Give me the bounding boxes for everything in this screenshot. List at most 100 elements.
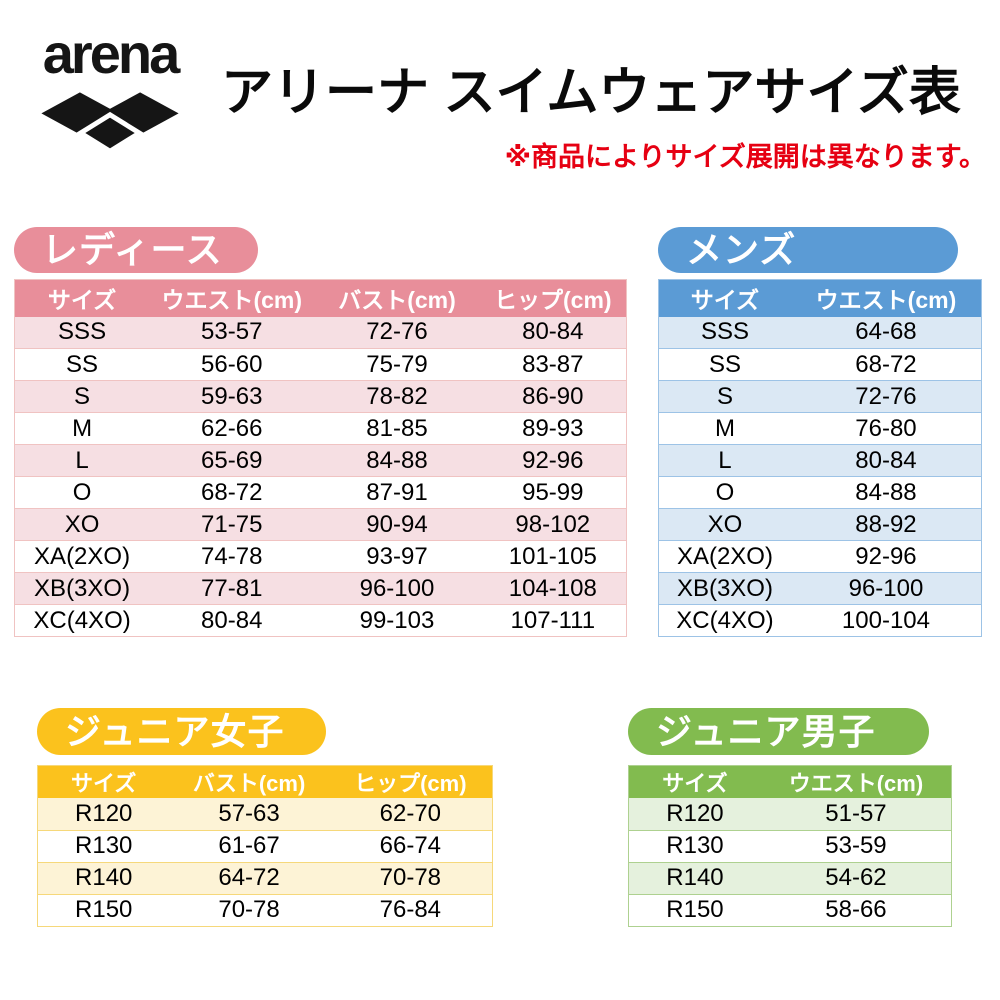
table-cell: 56-60 [149, 348, 315, 381]
table-cell: 88-92 [790, 508, 982, 541]
header-row: サイズ ウエスト(cm) [628, 765, 952, 798]
table-cell: 81-85 [314, 412, 480, 445]
table-cell: L [658, 444, 791, 477]
table-row: SS 56-60 75-79 83-87 [14, 348, 627, 381]
table-cell: 76-84 [328, 894, 493, 927]
table-cell: 96-100 [790, 572, 982, 605]
table-cell: R130 [37, 830, 170, 863]
ladies-badge: レディース [14, 227, 258, 273]
table-cell: SSS [658, 316, 791, 349]
mens-size-table: サイズ ウエスト(cm) SSS 64-68 SS 68-72 S 72-76 M 76-80 L… [658, 279, 982, 637]
column-header: ウエスト(cm) [149, 279, 315, 317]
section-mens: メンズ サイズ ウエスト(cm) SSS 64-68 SS 68-72 S 72-76 M 76… [658, 227, 982, 637]
table-cell: S [14, 380, 150, 413]
table-cell: 92-96 [479, 444, 627, 477]
table-cell: 61-67 [169, 830, 329, 863]
table-row: O 68-72 87-91 95-99 [14, 476, 627, 509]
table-cell: O [658, 476, 791, 509]
table-row: XO 88-92 [658, 508, 982, 541]
table-cell: 75-79 [314, 348, 480, 381]
table-cell: M [658, 412, 791, 445]
size-availability-note: ※商品によりサイズ展開は異なります。 [504, 142, 986, 172]
table-cell: XA(2XO) [14, 540, 150, 573]
column-header: サイズ [14, 279, 150, 317]
junior-girls-badge: ジュニア女子 [37, 708, 326, 755]
column-header: サイズ [628, 765, 761, 798]
table-cell: 57-63 [169, 798, 329, 831]
arena-logo: arena [26, 26, 194, 154]
table-row: SSS 64-68 [658, 316, 982, 349]
table-cell: 65-69 [149, 444, 315, 477]
column-header: ヒップ(cm) [479, 279, 627, 317]
table-row: S 72-76 [658, 380, 982, 413]
table-cell: O [14, 476, 150, 509]
table-row: XA(2XO) 74-78 93-97 101-105 [14, 540, 627, 573]
junior-boys-size-table: サイズ ウエスト(cm) R120 51-57 R130 53-59 R140 54-62 R… [628, 765, 952, 927]
table-row: L 80-84 [658, 444, 982, 477]
table-cell: 68-72 [149, 476, 315, 509]
table-cell: 53-57 [149, 316, 315, 349]
table-cell: 54-62 [760, 862, 952, 895]
table-cell: 80-84 [479, 316, 627, 349]
mens-badge: メンズ [658, 227, 958, 273]
table-cell: 84-88 [790, 476, 982, 509]
table-cell: S [658, 380, 791, 413]
column-header: バスト(cm) [169, 765, 329, 798]
table-row: R150 70-78 76-84 [37, 894, 493, 927]
table-cell: 93-97 [314, 540, 480, 573]
table-cell: 89-93 [479, 412, 627, 445]
ladies-size-table: サイズ ウエスト(cm) バスト(cm) ヒップ(cm) SSS 53-57 72-76 8… [14, 279, 627, 637]
table-cell: 78-82 [314, 380, 480, 413]
table-row: R130 53-59 [628, 830, 952, 863]
table-cell: 86-90 [479, 380, 627, 413]
junior-boys-badge: ジュニア男子 [628, 708, 929, 755]
table-row: L 65-69 84-88 92-96 [14, 444, 627, 477]
table-cell: 80-84 [149, 604, 315, 637]
table-cell: 53-59 [760, 830, 952, 863]
table-cell: XC(4XO) [658, 604, 791, 637]
table-row: XC(4XO) 80-84 99-103 107-111 [14, 604, 627, 637]
table-row: S 59-63 78-82 86-90 [14, 380, 627, 413]
column-header: ウエスト(cm) [790, 279, 982, 317]
table-cell: 64-72 [169, 862, 329, 895]
table-row: SS 68-72 [658, 348, 982, 381]
table-row: R140 54-62 [628, 862, 952, 895]
table-row: R130 61-67 66-74 [37, 830, 493, 863]
table-row: XB(3XO) 96-100 [658, 572, 982, 605]
column-header: サイズ [37, 765, 170, 798]
table-cell: 96-100 [314, 572, 480, 605]
table-cell: 87-91 [314, 476, 480, 509]
table-cell: 107-111 [479, 604, 627, 637]
table-cell: R150 [628, 894, 761, 927]
table-cell: M [14, 412, 150, 445]
table-row: XA(2XO) 92-96 [658, 540, 982, 573]
table-cell: 76-80 [790, 412, 982, 445]
table-cell: 70-78 [169, 894, 329, 927]
table-cell: 72-76 [314, 316, 480, 349]
table-cell: 74-78 [149, 540, 315, 573]
table-row: SSS 53-57 72-76 80-84 [14, 316, 627, 349]
table-cell: 58-66 [760, 894, 952, 927]
table-cell: 59-63 [149, 380, 315, 413]
table-row: R120 57-63 62-70 [37, 798, 493, 831]
table-cell: XA(2XO) [658, 540, 791, 573]
table-cell: XO [658, 508, 791, 541]
table-cell: 68-72 [790, 348, 982, 381]
table-row: XB(3XO) 77-81 96-100 104-108 [14, 572, 627, 605]
table-cell: 83-87 [479, 348, 627, 381]
table-row: R150 58-66 [628, 894, 952, 927]
column-header: ヒップ(cm) [328, 765, 493, 798]
table-cell: 100-104 [790, 604, 982, 637]
table-row: R120 51-57 [628, 798, 952, 831]
table-cell: R120 [37, 798, 170, 831]
table-cell: 64-68 [790, 316, 982, 349]
column-header: ウエスト(cm) [760, 765, 952, 798]
table-cell: 70-78 [328, 862, 493, 895]
table-row: R140 64-72 70-78 [37, 862, 493, 895]
table-cell: 99-103 [314, 604, 480, 637]
table-cell: R140 [628, 862, 761, 895]
section-ladies: レディース サイズ ウエスト(cm) バスト(cm) ヒップ(cm) SSS 53-57… [14, 227, 627, 637]
table-cell: 92-96 [790, 540, 982, 573]
arena-diamonds-icon [41, 92, 179, 154]
